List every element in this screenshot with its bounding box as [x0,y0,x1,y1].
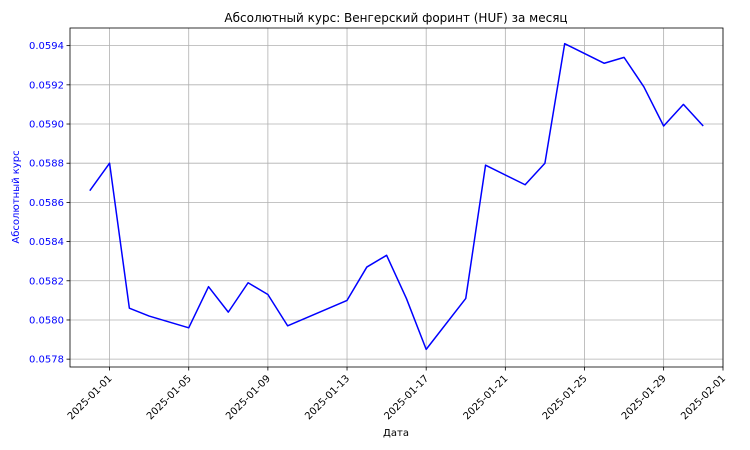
grid-lines [70,28,724,367]
y-tick-label: 0.0584 [29,237,64,248]
plot-area [89,42,704,351]
y-tick-label: 0.0580 [29,315,64,326]
y-tick-label: 0.0582 [29,276,64,287]
chart-title: Абсолютный курс: Венгерский форинт (HUF)… [224,11,567,25]
series-line-huf [89,42,704,351]
x-axis-label: Дата [383,428,409,439]
y-axis: 0.0578 0.0580 0.0582 0.0584 0.0586 0.0588 0.05… [29,41,70,366]
y-tick-label: 0.0586 [29,198,64,209]
y-tick-label: 0.0590 [29,120,64,131]
y-tick-label: 0.0592 [29,80,64,91]
y-axis-label: Абсолютный курс [11,150,22,243]
y-tick-label: 0.0578 [29,355,64,366]
plot-frame [69,27,724,368]
y-tick-label: 0.0594 [29,41,64,52]
y-tick-label: 0.0588 [29,159,64,170]
